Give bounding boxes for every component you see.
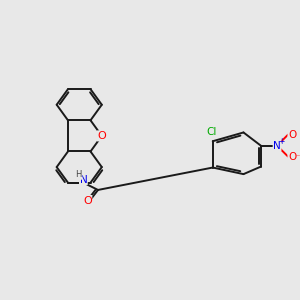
Text: Cl: Cl [206, 128, 216, 137]
Text: ⁻: ⁻ [296, 152, 300, 161]
Text: O: O [83, 196, 92, 206]
Text: N: N [80, 175, 87, 184]
Text: +: + [278, 137, 284, 146]
Text: O: O [98, 131, 106, 141]
Text: H: H [76, 170, 82, 179]
Text: N: N [273, 141, 281, 151]
Text: O: O [288, 152, 296, 162]
Text: O: O [288, 130, 296, 140]
